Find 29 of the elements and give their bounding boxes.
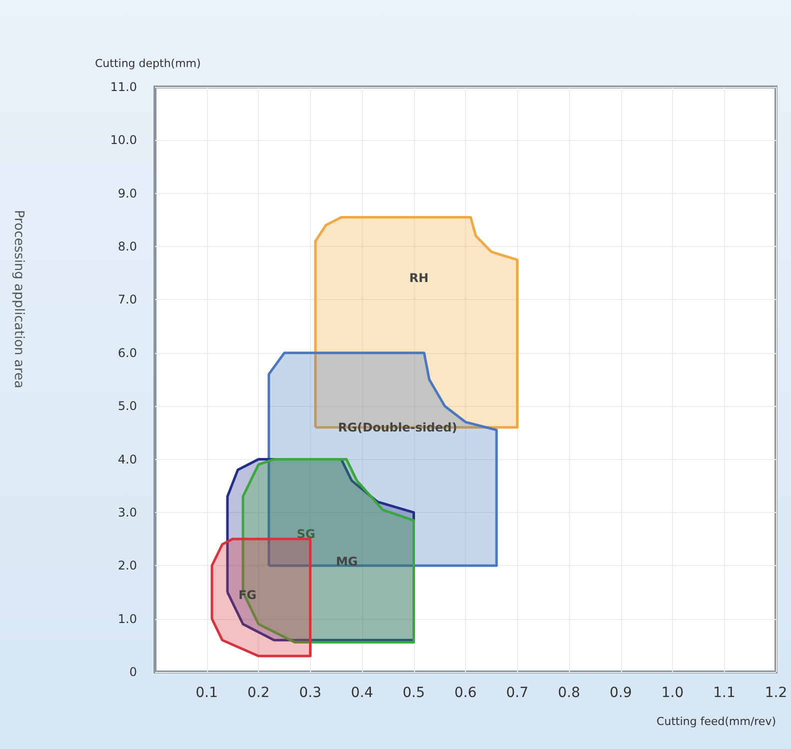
y-tick-label: 2.0 [118, 558, 137, 573]
y-tick-label: 0 [129, 665, 137, 679]
x-tick-label: 0.3 [299, 685, 322, 701]
x-tick-label: 0.9 [610, 685, 632, 701]
x-axis-title: Cutting feed(mm/rev) [656, 715, 776, 728]
y-tick-label: 5.0 [118, 399, 137, 414]
x-tick-label: 0.7 [506, 685, 528, 701]
x-tick-label: 0.2 [247, 685, 270, 701]
y-tick-label: 11.0 [110, 80, 137, 94]
x-tick-label: 0.4 [350, 685, 374, 701]
y-tick-label: 4.0 [118, 452, 137, 466]
series-label: SG [296, 527, 316, 542]
y-tick-label: 3.0 [118, 505, 137, 520]
y-tick-label: 9.0 [118, 186, 137, 200]
x-tick-label: 1.0 [661, 685, 684, 701]
y-tick-label: 10.0 [110, 133, 137, 148]
y-tick-label: 7.0 [118, 292, 137, 307]
x-tick-label: 0.5 [402, 685, 425, 701]
text: Processing application area [11, 210, 26, 388]
series-label: RH [409, 271, 429, 286]
x-tick-label: 0.8 [558, 685, 580, 701]
y-axis-title: Cutting depth(mm) [95, 57, 201, 70]
y-tick-label: 8.0 [118, 240, 137, 254]
x-tick-label: 1.2 [764, 685, 788, 701]
y-tick-label: 1.0 [118, 612, 137, 626]
x-tick-label: 0.1 [196, 685, 218, 701]
x-tick-label: 1.1 [713, 685, 736, 701]
y-tick-label: 6.0 [118, 346, 137, 360]
x-tick-label: 0.6 [454, 685, 477, 701]
